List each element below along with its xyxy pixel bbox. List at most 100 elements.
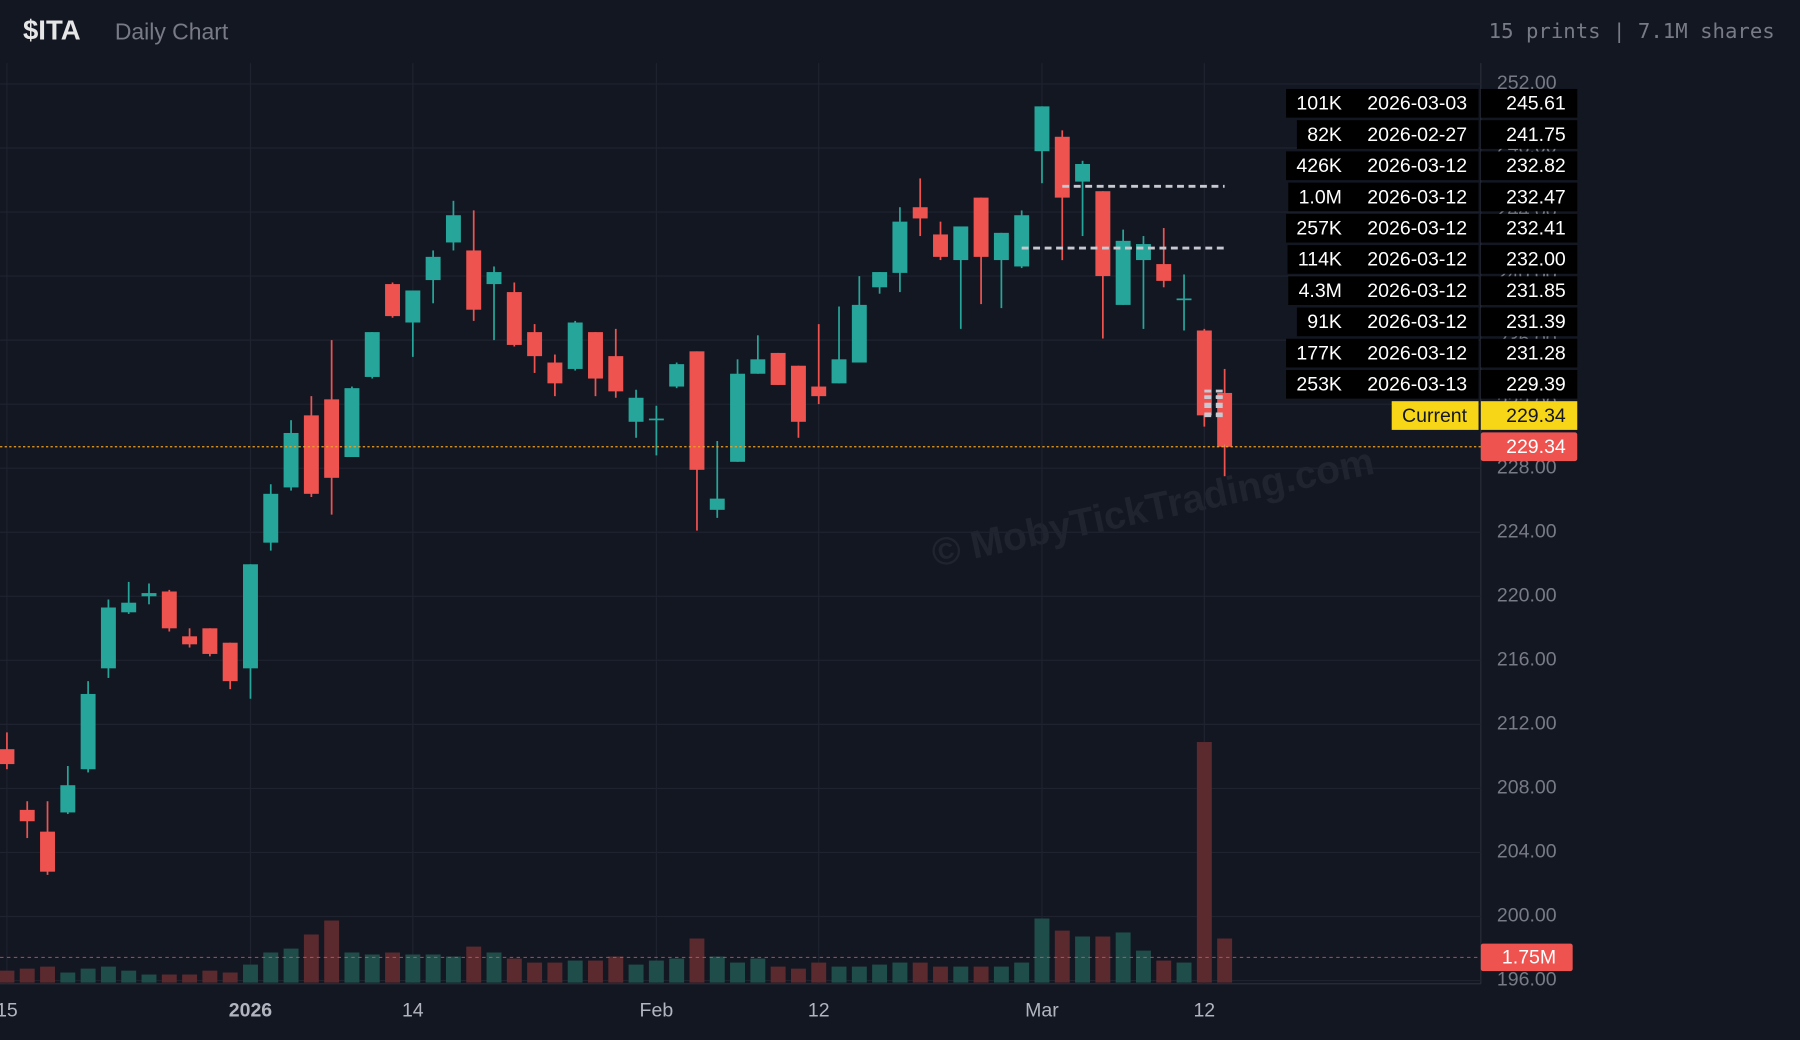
candle-body (506, 292, 522, 345)
candle-body (344, 388, 360, 457)
candle-body (567, 322, 583, 369)
print-date: 2026-02-27 (1367, 124, 1467, 146)
x-tick-label: 15 (0, 999, 18, 1021)
x-tick-label: 12 (808, 999, 830, 1021)
candle-body (831, 359, 847, 384)
candle-body (851, 304, 867, 363)
candle-body (527, 332, 543, 357)
candle-body (486, 272, 502, 285)
volume-bar (1196, 742, 1212, 983)
print-price-box (1480, 88, 1578, 118)
print-date: 2026-03-13 (1367, 374, 1467, 396)
volume-bar (1176, 962, 1192, 983)
candle-body (385, 284, 400, 317)
candle-body (608, 356, 624, 392)
volume-bar (1095, 936, 1111, 983)
volume-bar (1014, 962, 1030, 983)
print-price: 232.47 (1506, 186, 1566, 208)
volume-bar (405, 954, 421, 983)
print-price: 241.75 (1506, 124, 1566, 146)
candle-body (730, 373, 746, 462)
volume-bar (1135, 950, 1151, 983)
candle-body (973, 197, 989, 257)
candle-body (588, 332, 603, 379)
print-date: 2026-03-12 (1367, 249, 1467, 271)
volume-bar (40, 966, 55, 983)
print-price-box (1480, 182, 1578, 212)
volume-bar (1034, 918, 1050, 983)
candle-body (1196, 330, 1212, 416)
candle-body (466, 250, 482, 310)
candle-body (912, 207, 928, 219)
volume-bar (770, 966, 786, 983)
x-tick-label: 14 (402, 999, 424, 1021)
volume-bar (141, 974, 157, 983)
print-size: 257K (1296, 218, 1342, 240)
print-price: 231.28 (1506, 342, 1566, 364)
print-price-box (1480, 213, 1578, 243)
print-size: 1.0M (1299, 186, 1342, 208)
candle-body (283, 432, 299, 488)
print-size: 253K (1296, 374, 1342, 396)
candle-body (1075, 164, 1091, 182)
print-price-box (1480, 369, 1578, 399)
volume-bar (263, 952, 279, 983)
print-size: 426K (1296, 155, 1342, 177)
y-tick-label: 220.00 (1497, 584, 1557, 606)
volume-bar (202, 970, 218, 983)
volume-bar (385, 952, 400, 983)
y-tick-label: 252.00 (1497, 72, 1557, 94)
candle-body (222, 642, 238, 682)
print-box (1286, 369, 1479, 399)
print-price-box (1480, 245, 1578, 274)
print-size: 4.3M (1299, 280, 1342, 302)
print-box (1286, 338, 1479, 368)
print-price-box (1480, 120, 1578, 149)
candle-body (243, 564, 258, 669)
volume-bar (648, 960, 664, 983)
candle-body (547, 362, 563, 384)
print-date: 2026-03-12 (1367, 155, 1467, 177)
print-box (1286, 88, 1479, 118)
candle-body (60, 785, 76, 813)
chart-title: $ITA (23, 14, 81, 45)
candle-body (1014, 215, 1030, 267)
volume-bar (892, 962, 908, 983)
volume-bar (1075, 936, 1091, 983)
volume-bar (953, 966, 969, 983)
candle-body (790, 365, 806, 422)
volume-bar (628, 964, 644, 983)
candle-body (141, 593, 157, 597)
volume-bar (121, 970, 137, 983)
candle-body (202, 628, 218, 654)
candle-body (892, 221, 908, 273)
volume-bar (324, 920, 340, 983)
volume-bar (689, 938, 705, 983)
x-tick-label: Mar (1025, 999, 1059, 1021)
candle-body (1034, 106, 1050, 152)
print-size: 82K (1307, 124, 1342, 146)
info: 15 prints | 7.1M shares (1489, 19, 1775, 44)
y-tick-label: 200.00 (1497, 905, 1557, 927)
volume-bar (182, 974, 198, 983)
print-price: 232.00 (1506, 249, 1566, 271)
volume-bar (993, 966, 1009, 983)
print-box (1287, 245, 1479, 274)
volume-bar (811, 962, 827, 983)
candle-body (80, 693, 96, 770)
print-date: 2026-03-12 (1367, 280, 1467, 302)
candle-body (628, 397, 644, 422)
current-value: 229.34 (1506, 405, 1566, 427)
volume-bar (364, 954, 380, 983)
x-tick-label: 2026 (229, 999, 273, 1021)
print-size: 101K (1296, 93, 1342, 115)
print-price: 229.39 (1506, 374, 1566, 396)
volume-bar (669, 958, 685, 983)
volume-bar (466, 946, 482, 983)
candle-body (161, 591, 177, 629)
print-box (1288, 276, 1479, 305)
volume-bar (527, 962, 543, 983)
candle-body (1176, 298, 1192, 301)
print-date: 2026-03-12 (1367, 342, 1467, 364)
print-size: 91K (1307, 311, 1342, 333)
